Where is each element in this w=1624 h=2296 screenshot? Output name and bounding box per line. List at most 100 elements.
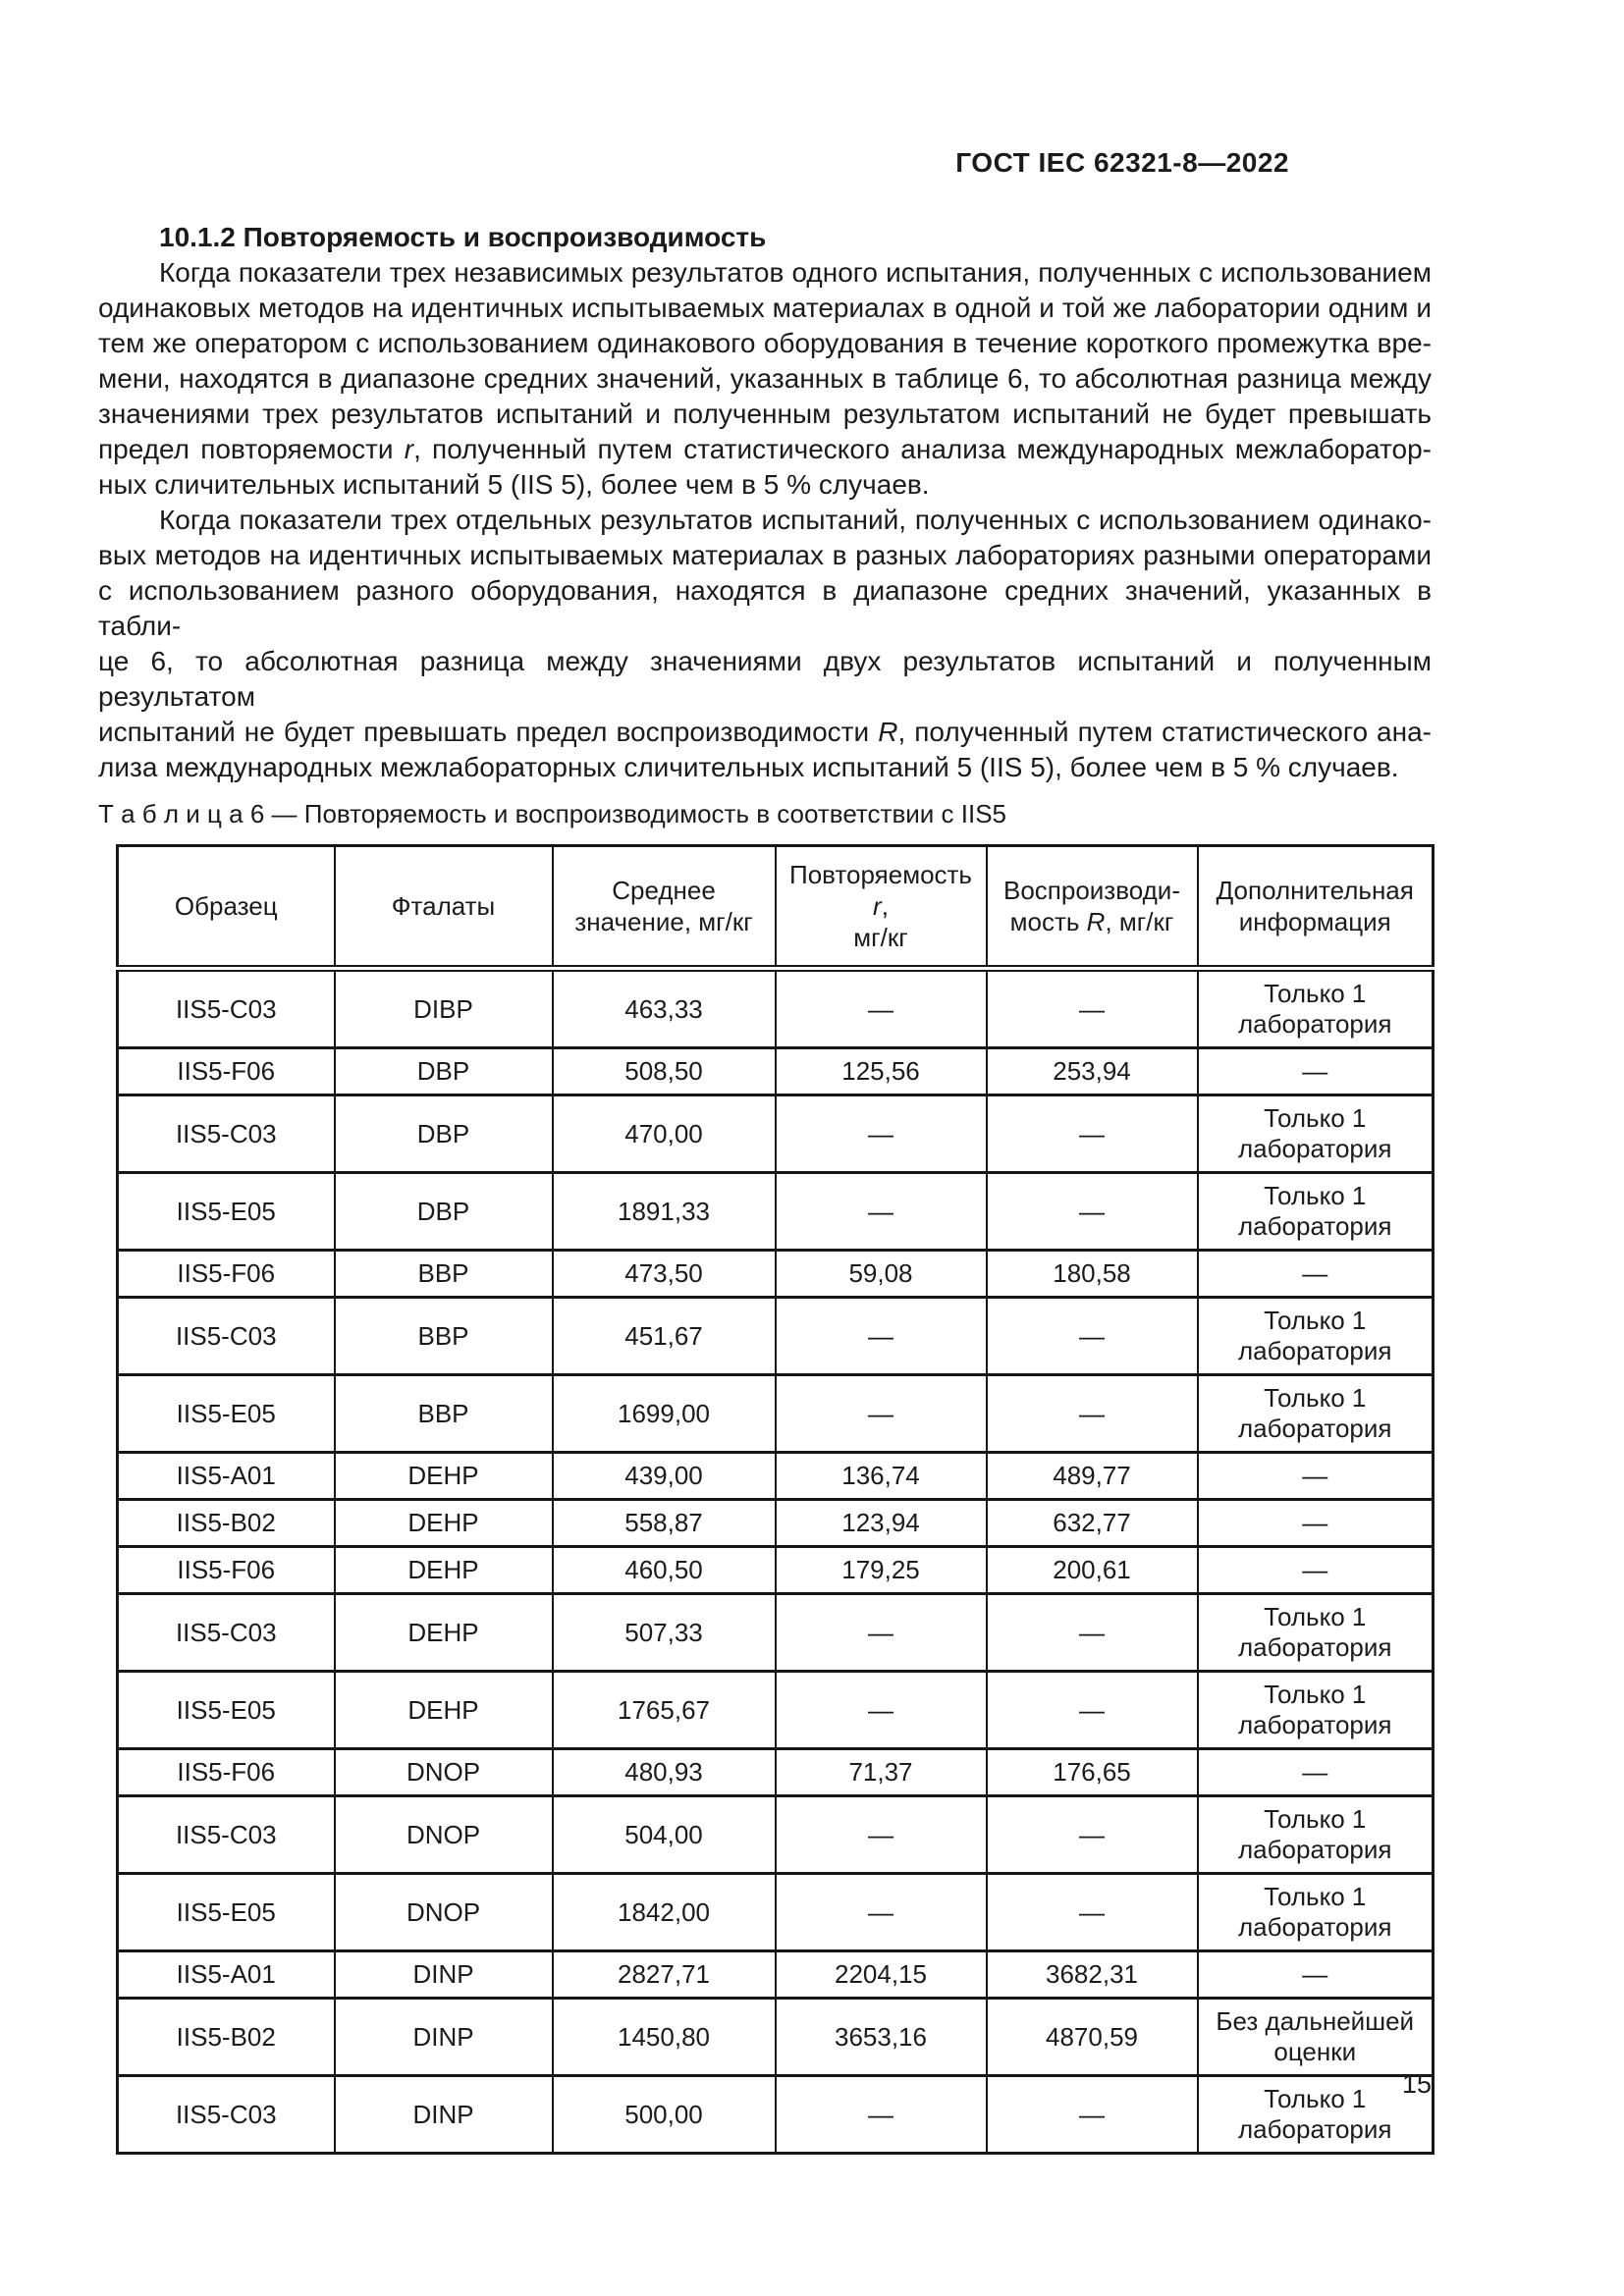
table-row: IIS5-E05 DNOP 1842,00— — Только 1 лаборатори… (116, 1872, 1435, 1952)
cell-info: — (1196, 1046, 1435, 1096)
cell-phthalate: DEHP (333, 1592, 554, 1673)
cell-mean: 439,00 (551, 1451, 777, 1501)
cell-info: — (1196, 1451, 1435, 1501)
cell-info: Только 1 лаборатория (1196, 2074, 1435, 2155)
cell-reproducibility: 180,58 (985, 1249, 1199, 1299)
cell-phthalate: DEHP (333, 1545, 554, 1595)
column-header: Повторяемость r, мг/кг (774, 844, 988, 972)
cell-info: Только 1 лаборатория (1196, 1171, 1435, 1252)
paragraph-line: вых методов на идентичных испытываемых м… (98, 540, 1432, 570)
cell-repeatability: — (774, 1373, 988, 1454)
cell-info: Только 1 лаборатория (1196, 1373, 1435, 1454)
paragraph-line: одинаковых методов на идентичных испытыв… (98, 293, 1432, 323)
table-row: IIS5-F06 DBP 508,50 125,56 253,94— (116, 1046, 1435, 1096)
table-row: IIS5-C03 BBP 451,67— — Только 1 лаборатория (116, 1296, 1435, 1376)
cell-sample: IIS5-B02 (116, 1997, 336, 2077)
cell-mean: 1765,67 (551, 1670, 777, 1750)
cell-repeatability: — (774, 1670, 988, 1750)
cell-sample: IIS5-C03 (116, 1296, 336, 1376)
paragraph-line: Когда показатели трех отдельных результа… (159, 505, 1432, 535)
cell-reproducibility: — (985, 1592, 1199, 1673)
cell-mean: 460,50 (551, 1545, 777, 1595)
cell-sample: IIS5-C03 (116, 967, 336, 1049)
cell-info: — (1196, 1949, 1435, 2000)
table-row: IIS5-C03 DBP 470,00— — Только 1 лаборатория (116, 1094, 1435, 1174)
cell-phthalate: DNOP (333, 1872, 554, 1952)
cell-mean: 500,00 (551, 2074, 777, 2155)
paragraph-line: Когда показатели трех независимых резуль… (159, 257, 1432, 288)
cell-repeatability: 2204,15 (774, 1949, 988, 2000)
table-row: IIS5-A01 DEHP 439,00 136,74 489,77— (116, 1451, 1435, 1501)
cell-sample: IIS5-E05 (116, 1171, 336, 1252)
table-caption: Т а б л и ц а 6 — Повторяемость и воспро… (98, 799, 1007, 828)
cell-mean: 504,00 (551, 1794, 777, 1875)
cell-sample: IIS5-E05 (116, 1373, 336, 1454)
cell-info: — (1196, 1498, 1435, 1548)
cell-mean: 1842,00 (551, 1872, 777, 1952)
cell-reproducibility: — (985, 2074, 1199, 2155)
cell-reproducibility: — (985, 1872, 1199, 1952)
cell-info: Только 1 лаборатория (1196, 1094, 1435, 1174)
cell-sample: IIS5-C03 (116, 2074, 336, 2155)
cell-sample: IIS5-A01 (116, 1949, 336, 2000)
paragraph-line: тем же оператором с использованием одина… (98, 328, 1432, 358)
cell-mean: 508,50 (551, 1046, 777, 1096)
cell-phthalate: DINP (333, 1997, 554, 2077)
cell-phthalate: DBP (333, 1094, 554, 1174)
page-content: 10.1.2 Повторяемость и воспроизводимость… (98, 220, 1435, 2155)
paragraph-line: мени, находятся в диапазоне средних знач… (98, 363, 1432, 394)
cell-info: Только 1 лаборатория (1196, 1872, 1435, 1952)
cell-repeatability: — (774, 1872, 988, 1952)
cell-info: Без дальнейшей оценки (1196, 1997, 1435, 2077)
cell-info: Только 1 лаборатория (1196, 1670, 1435, 1750)
cell-info: — (1196, 1249, 1435, 1299)
cell-repeatability: — (774, 1296, 988, 1376)
cell-sample: IIS5-C03 (116, 1094, 336, 1174)
cell-info: Только 1 лаборатория (1196, 1592, 1435, 1673)
page-number: 15 (1401, 2069, 1432, 2099)
cell-reproducibility: 489,77 (985, 1451, 1199, 1501)
table-row: IIS5-B02 DEHP 558,87 123,94 632,77— (116, 1498, 1435, 1548)
cell-repeatability: — (774, 2074, 988, 2155)
cell-mean: 451,67 (551, 1296, 777, 1376)
cell-repeatability: — (774, 1171, 988, 1252)
cell-repeatability: 71,37 (774, 1747, 988, 1797)
table-row: IIS5-E05 BBP 1699,00— — Только 1 лаборатория (116, 1373, 1435, 1454)
cell-sample: IIS5-F06 (116, 1747, 336, 1797)
cell-mean: 463,33 (551, 967, 777, 1049)
cell-phthalate: DINP (333, 1949, 554, 2000)
cell-mean: 470,00 (551, 1094, 777, 1174)
cell-reproducibility: — (985, 967, 1199, 1049)
section-heading: 10.1.2 Повторяемость и воспроизводимость (159, 222, 767, 252)
paragraph-line: це 6, то абсолютная разница между значен… (98, 646, 1432, 712)
cell-info: Только 1 лаборатория (1196, 1296, 1435, 1376)
table-row: IIS5-A01 DINP 2827,71 2204,15 3682,31— (116, 1949, 1435, 2000)
cell-sample: IIS5-F06 (116, 1249, 336, 1299)
cell-mean: 2827,71 (551, 1949, 777, 2000)
cell-info: Только 1 лаборатория (1196, 1794, 1435, 1875)
cell-reproducibility: 3682,31 (985, 1949, 1199, 2000)
cell-phthalate: DBP (333, 1046, 554, 1096)
cell-sample: IIS5-C03 (116, 1794, 336, 1875)
cell-phthalate: DNOP (333, 1747, 554, 1797)
table-header-row: Образец Фталаты Среднее значение, мг/кг Повт… (116, 844, 1435, 972)
column-header: Воспроизводи-мость R, мг/кг (985, 844, 1199, 972)
cell-reproducibility: 200,61 (985, 1545, 1199, 1595)
cell-sample: IIS5-F06 (116, 1046, 336, 1096)
cell-info: — (1196, 1747, 1435, 1797)
standard-designation: ГОСТ IEC 62321-8—2022 (955, 147, 1289, 178)
cell-sample: IIS5-E05 (116, 1670, 336, 1750)
cell-phthalate: DIBP (333, 967, 554, 1049)
cell-repeatability: 123,94 (774, 1498, 988, 1548)
table-row: IIS5-C03 DINP 500,00— — Только 1 лаборатория (116, 2074, 1435, 2155)
table-row: IIS5-E05 DBP 1891,33— — Только 1 лаборатория (116, 1171, 1435, 1252)
table-row: IIS5-E05 DEHP 1765,67— — Только 1 лаборатори… (116, 1670, 1435, 1750)
cell-repeatability: 3653,16 (774, 1997, 988, 2077)
cell-repeatability: 136,74 (774, 1451, 988, 1501)
table-row: IIS5-F06 DEHP 460,50 179,25 200,61— (116, 1545, 1435, 1595)
column-header: Фталаты (333, 844, 554, 972)
cell-info: — (1196, 1545, 1435, 1595)
cell-repeatability: 125,56 (774, 1046, 988, 1096)
cell-reproducibility: 4870,59 (985, 1997, 1199, 2077)
cell-mean: 507,33 (551, 1592, 777, 1673)
